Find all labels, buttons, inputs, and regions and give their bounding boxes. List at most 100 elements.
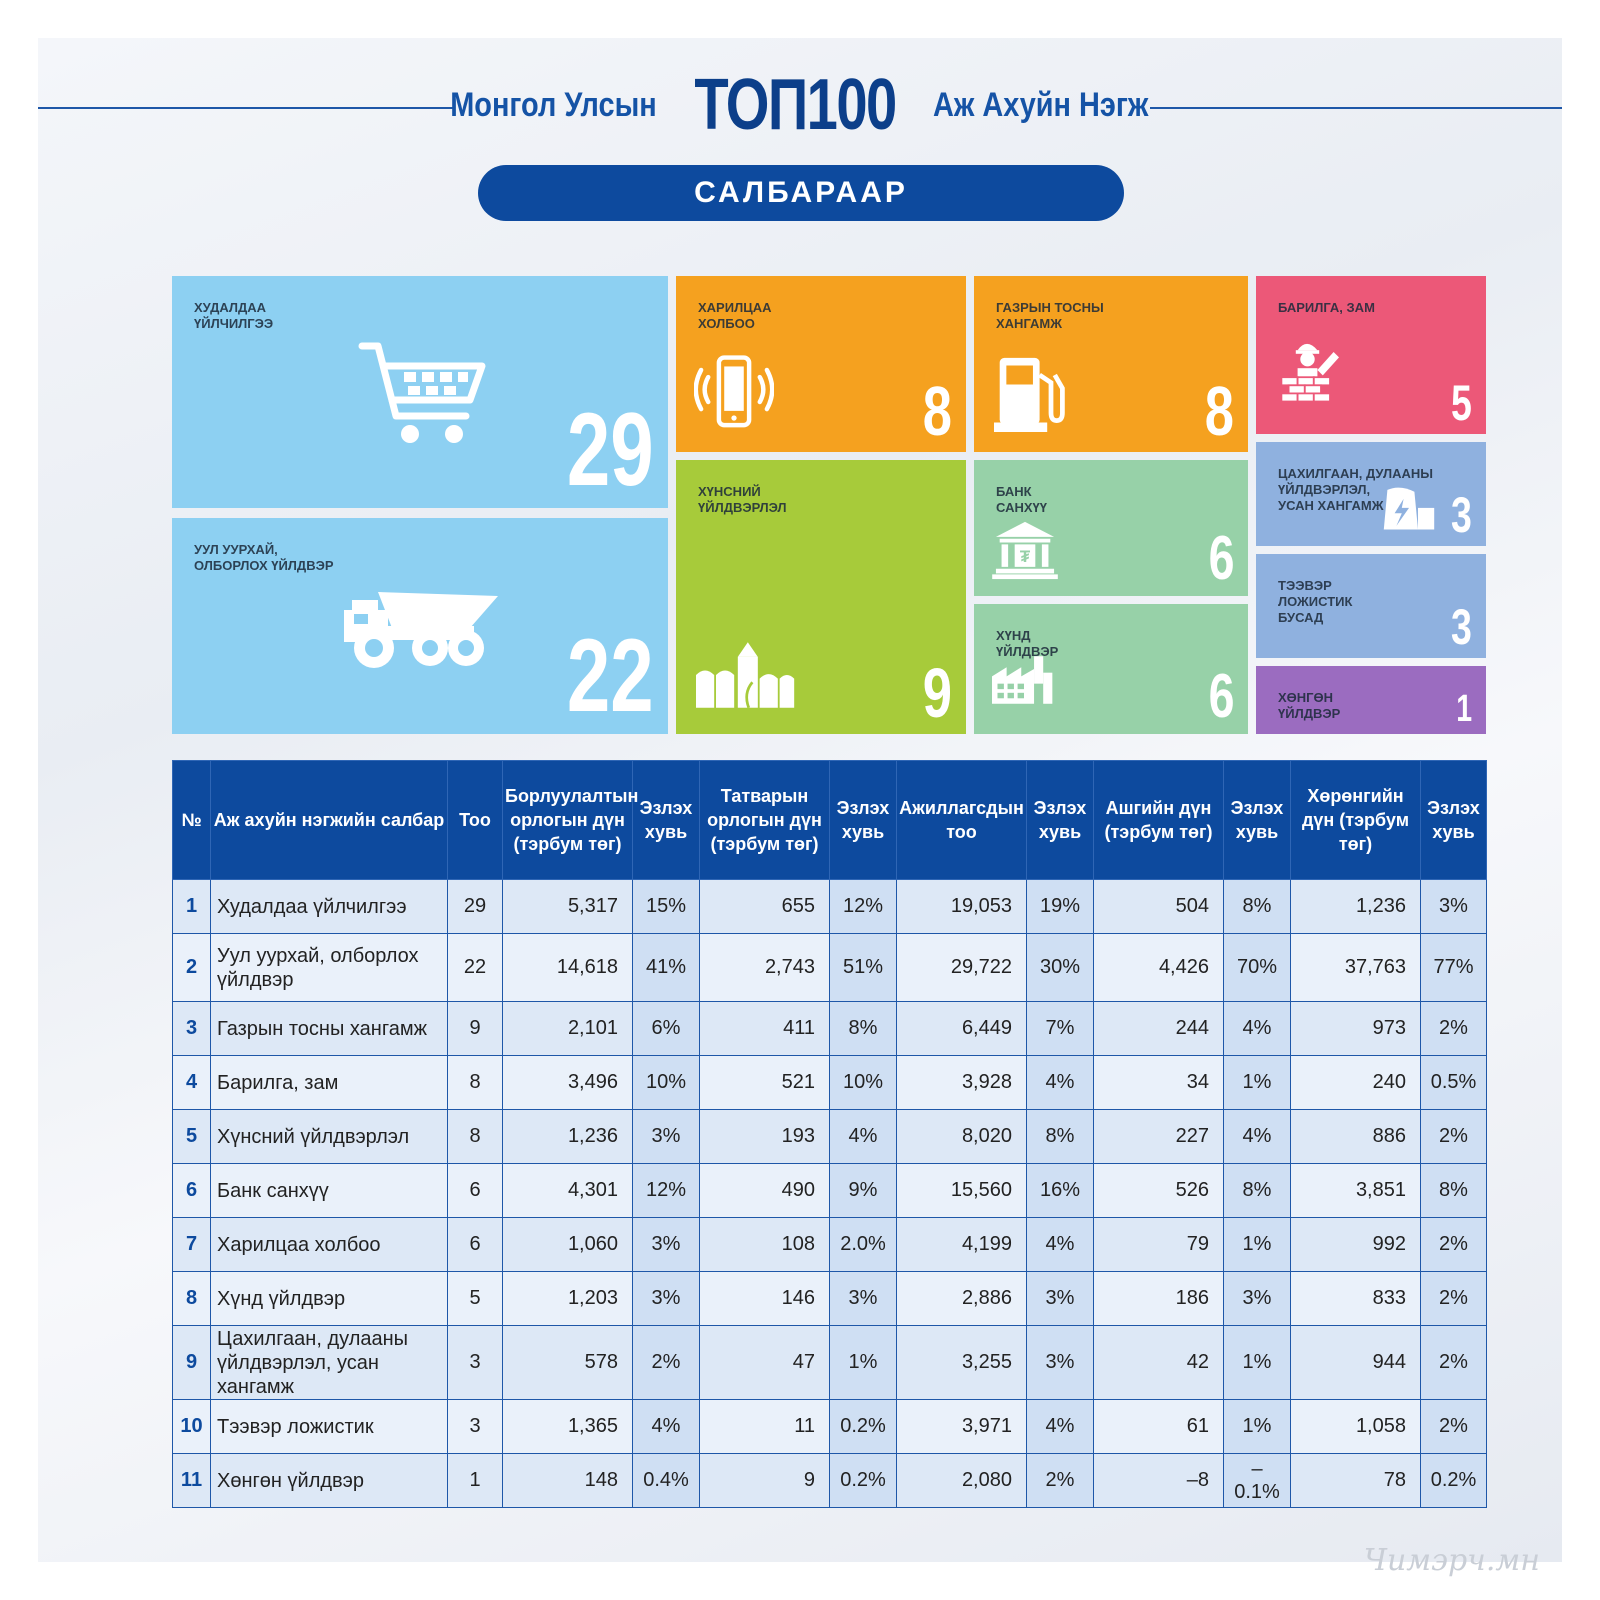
cell-profit-share: 1% bbox=[1223, 1217, 1291, 1272]
table-row: 9 Цахилгаан, дулааны үйлдвэрлэл, усан хан… bbox=[172, 1325, 1487, 1400]
tile-value: 8 bbox=[922, 372, 952, 450]
tile-label-line: ҮЙЛЧИЛГЭЭ bbox=[194, 316, 274, 331]
cell-no: 11 bbox=[172, 1453, 211, 1508]
cell-sector: Хүнсний үйлдвэрлэл bbox=[210, 1109, 448, 1164]
header-assets-share: Эзлэх хувь bbox=[1420, 760, 1487, 880]
cell-tax: 2,743 bbox=[699, 933, 830, 1002]
cell-employees: 19,053 bbox=[896, 879, 1027, 934]
cell-sector: Цахилгаан, дулааны үйлдвэрлэл, усан ханг… bbox=[210, 1325, 448, 1400]
cell-employees: 3,928 bbox=[896, 1055, 1027, 1110]
cell-count: 9 bbox=[447, 1001, 503, 1056]
tile-food: ХҮНСНИЙ ҮЙЛДВЭРЛЭЛ 9 bbox=[676, 460, 966, 734]
header-profit-share: Эзлэх хувь bbox=[1223, 760, 1291, 880]
cell-profit: 34 bbox=[1093, 1055, 1224, 1110]
watermark: Чимэрч.мн bbox=[1363, 1543, 1540, 1578]
cell-profit: 42 bbox=[1093, 1325, 1224, 1400]
cell-sales: 14,618 bbox=[502, 933, 633, 1002]
cell-employees: 2,886 bbox=[896, 1271, 1027, 1326]
tile-label: ХАРИЛЦАА ХОЛБОО bbox=[698, 300, 771, 332]
cell-profit-share: 3% bbox=[1223, 1271, 1291, 1326]
cell-no: 10 bbox=[172, 1399, 211, 1454]
cell-tax-share: 1% bbox=[829, 1325, 897, 1400]
cell-sector: Тээвэр ложистик bbox=[210, 1399, 448, 1454]
cell-sector: Барилга, зам bbox=[210, 1055, 448, 1110]
tile-light: ХӨНГӨН ҮЙЛДВЭР 1 bbox=[1256, 666, 1486, 734]
cell-sales-share: 3% bbox=[632, 1109, 700, 1164]
cell-profit: 186 bbox=[1093, 1271, 1224, 1326]
cell-employees: 8,020 bbox=[896, 1109, 1027, 1164]
tile-label-line: ЦАХИЛГААН, ДУЛААНЫ bbox=[1278, 466, 1433, 481]
cell-count: 8 bbox=[447, 1055, 503, 1110]
smartphone-icon bbox=[694, 355, 774, 428]
cell-no: 9 bbox=[172, 1325, 211, 1400]
cell-sales-share: 2% bbox=[632, 1325, 700, 1400]
cell-employees-share: 2% bbox=[1026, 1453, 1094, 1508]
cell-profit: 61 bbox=[1093, 1399, 1224, 1454]
tile-value: 29 bbox=[567, 392, 654, 508]
cell-assets-share: 2% bbox=[1420, 1271, 1487, 1326]
tile-label-line: ХАНГАМЖ bbox=[996, 316, 1062, 331]
header-sector: Аж ахуйн нэгжийн салбар bbox=[210, 760, 448, 880]
table-row: 4 Барилга, зам 8 3,496 10% 521 10% 3,928 4% 34 1% 2… bbox=[172, 1055, 1487, 1110]
cell-no: 3 bbox=[172, 1001, 211, 1056]
tile-label: ГАЗРЫН ТОСНЫ ХАНГАМЖ bbox=[996, 300, 1104, 332]
sector-table: № Аж ахуйн нэгжийн салбар Тоо Борлуулалт… bbox=[172, 760, 1487, 1508]
shopping-cart-icon bbox=[358, 342, 486, 443]
cell-tax-share: 8% bbox=[829, 1001, 897, 1056]
cell-assets-share: 2% bbox=[1420, 1325, 1487, 1400]
cell-count: 3 bbox=[447, 1399, 503, 1454]
cell-tax-share: 10% bbox=[829, 1055, 897, 1110]
cell-employees: 4,199 bbox=[896, 1217, 1027, 1272]
cell-sales-share: 15% bbox=[632, 879, 700, 934]
tile-label-line: УСАН ХАНГАМЖ bbox=[1278, 498, 1384, 513]
cell-profit: 4,426 bbox=[1093, 933, 1224, 1002]
header-tax-share: Эзлэх хувь bbox=[829, 760, 897, 880]
cell-sector: Худалдаа үйлчилгээ bbox=[210, 879, 448, 934]
cell-no: 5 bbox=[172, 1109, 211, 1164]
tile-transport: ТЭЭВЭР ЛОЖИСТИК БУСАД 3 bbox=[1256, 554, 1486, 658]
tile-label: ХУДАЛДАА ҮЙЛЧИЛГЭЭ bbox=[194, 300, 273, 332]
cell-tax-share: 4% bbox=[829, 1109, 897, 1164]
tile-label-line: ХҮНД bbox=[996, 628, 1031, 643]
svg-text:₮: ₮ bbox=[1020, 547, 1031, 566]
tile-label-line: ҮЙЛДВЭРЛЭЛ bbox=[698, 500, 787, 515]
tile-label: ХӨНГӨН ҮЙЛДВЭР bbox=[1278, 690, 1340, 722]
cell-profit: 244 bbox=[1093, 1001, 1224, 1056]
tile-label-line: ҮЙЛДВЭР bbox=[996, 644, 1059, 659]
cell-profit-share: 4% bbox=[1223, 1001, 1291, 1056]
cell-tax-share: 2.0% bbox=[829, 1217, 897, 1272]
cell-tax-share: 12% bbox=[829, 879, 897, 934]
cell-sales-share: 10% bbox=[632, 1055, 700, 1110]
table-row: 5 Хүнсний үйлдвэрлэл 8 1,236 3% 193 4% 8,020 8% 2… bbox=[172, 1109, 1487, 1164]
cell-profit-share: 1% bbox=[1223, 1399, 1291, 1454]
table-row: 10 Тээвэр ложистик 3 1,365 4% 11 0.2% 3,971 4% 61… bbox=[172, 1399, 1487, 1454]
cell-tax: 11 bbox=[699, 1399, 830, 1454]
cell-profit-share: 70% bbox=[1223, 933, 1291, 1002]
power-plant-icon bbox=[1383, 487, 1435, 530]
table-row: 1 Худалдаа үйлчилгээ 29 5,317 15% 655 12% 19,05… bbox=[172, 879, 1487, 934]
header-line-left bbox=[38, 107, 453, 109]
header-line-right bbox=[1150, 107, 1562, 109]
tile-value: 1 bbox=[1456, 688, 1472, 730]
header-sales-share: Эзлэх хувь bbox=[632, 760, 700, 880]
cell-assets-share: 2% bbox=[1420, 1399, 1487, 1454]
cell-assets-share: 8% bbox=[1420, 1163, 1487, 1218]
cell-sales-share: 4% bbox=[632, 1399, 700, 1454]
cell-employees-share: 4% bbox=[1026, 1055, 1094, 1110]
cell-profit-share: 8% bbox=[1223, 879, 1291, 934]
tile-value: 6 bbox=[1208, 524, 1234, 593]
cell-tax: 9 bbox=[699, 1453, 830, 1508]
tile-value: 3 bbox=[1451, 487, 1472, 543]
cell-employees-share: 30% bbox=[1026, 933, 1094, 1002]
table-row: 2 Уул уурхай, олборлох үйлдвэр 22 14,618 41%… bbox=[172, 933, 1487, 1002]
table-row: 11 Хөнгөн үйлдвэр 1 148 0.4% 9 0.2% 2,080 2% –8 –0… bbox=[172, 1453, 1487, 1508]
cell-profit: 526 bbox=[1093, 1163, 1224, 1218]
tile-value: 8 bbox=[1204, 372, 1234, 450]
cell-sales: 3,496 bbox=[502, 1055, 633, 1110]
cell-count: 22 bbox=[447, 933, 503, 1002]
cell-sales: 1,365 bbox=[502, 1399, 633, 1454]
cell-profit-share: 1% bbox=[1223, 1325, 1291, 1400]
cell-employees-share: 16% bbox=[1026, 1163, 1094, 1218]
cell-employees-share: 8% bbox=[1026, 1109, 1094, 1164]
cell-tax: 193 bbox=[699, 1109, 830, 1164]
